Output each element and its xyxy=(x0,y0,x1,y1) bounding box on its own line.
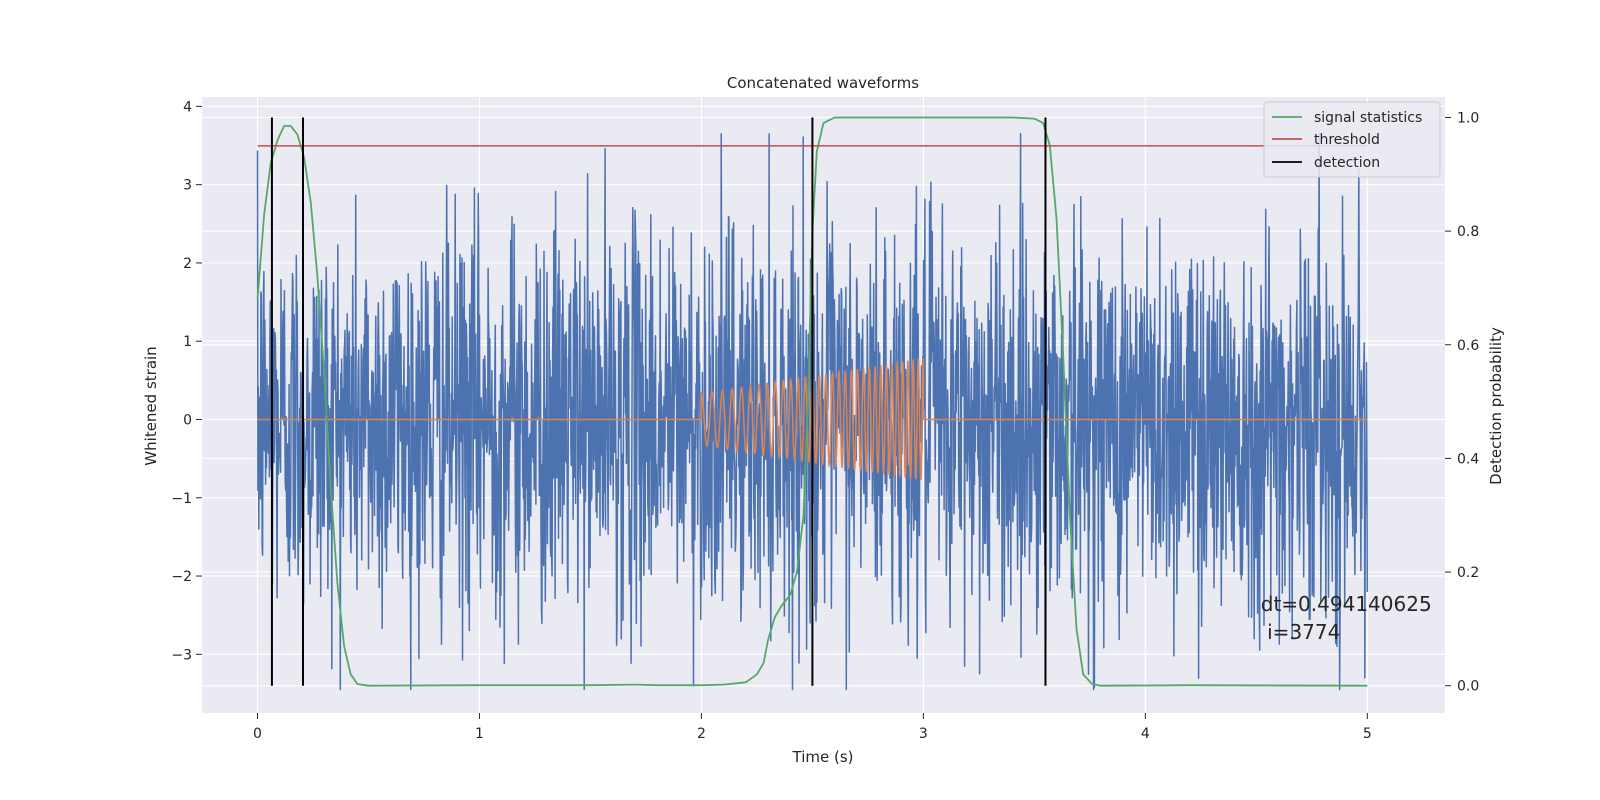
annotation-dt: dt=0.494140625 xyxy=(1261,592,1432,616)
y2-tick-label: 0.4 xyxy=(1457,451,1479,467)
y2-tick-label: 0.0 xyxy=(1457,679,1479,695)
y-tick-label: 4 xyxy=(183,99,192,115)
y-tick-label: 2 xyxy=(183,256,192,272)
x-tick-label: 3 xyxy=(919,726,928,742)
series-signal-statistics xyxy=(256,116,1368,687)
x-tick-label: 4 xyxy=(1141,726,1150,742)
y-tick-label: −1 xyxy=(171,491,192,507)
legend-label-threshold: threshold xyxy=(1314,132,1380,148)
y-axis-right: 0.0 0.2 0.4 0.6 0.8 1.0 xyxy=(1445,110,1479,695)
x-tick-label: 0 xyxy=(253,726,262,742)
chart-title: Concatenated waveforms xyxy=(727,74,919,92)
y-tick-label: 0 xyxy=(183,412,192,428)
legend-label-detection: detection xyxy=(1314,155,1380,171)
y2-tick-label: 0.2 xyxy=(1457,565,1479,581)
legend-box xyxy=(1263,101,1441,178)
x-axis: 0 1 2 3 4 5 xyxy=(253,713,1372,742)
detection-lines xyxy=(270,117,1047,686)
y-axis-title: Whitened strain xyxy=(142,346,160,465)
y2-tick-label: 0.6 xyxy=(1457,338,1479,354)
y-tick-label: −2 xyxy=(171,569,192,585)
legend: signal statistics threshold detection xyxy=(1263,101,1441,178)
y-tick-label: −3 xyxy=(171,647,192,663)
y2-tick-label: 1.0 xyxy=(1457,110,1479,126)
y-tick-label: 1 xyxy=(183,334,192,350)
signal-statistics-line xyxy=(256,116,1368,687)
x-axis-title: Time (s) xyxy=(792,748,854,766)
y2-axis-title: Detection probability xyxy=(1487,327,1505,485)
annotation-index: i=3774 xyxy=(1261,620,1341,644)
y-tick-label: 3 xyxy=(183,178,192,194)
legend-label-signal-statistics: signal statistics xyxy=(1314,110,1422,126)
y-axis-left: −3 −2 −1 0 1 2 3 4 xyxy=(171,99,202,663)
y2-tick-label: 0.8 xyxy=(1457,224,1479,240)
x-tick-label: 5 xyxy=(1363,726,1372,742)
x-tick-label: 2 xyxy=(697,726,706,742)
x-tick-label: 1 xyxy=(475,726,484,742)
annotation: dt=0.494140625 i=3774 xyxy=(1261,592,1432,644)
